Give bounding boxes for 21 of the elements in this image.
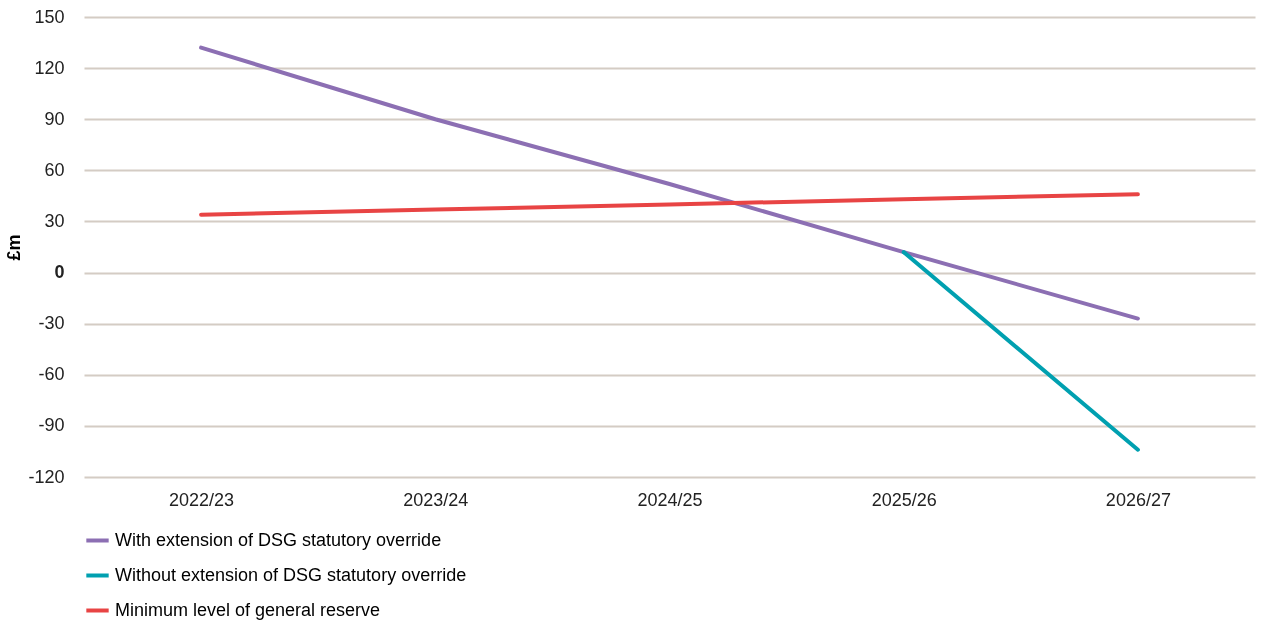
y-tick-label: 150: [34, 6, 65, 27]
y-tick-label: 120: [34, 57, 65, 78]
x-tick-label: 2023/24: [403, 489, 469, 510]
y-tick-label: -30: [38, 313, 65, 334]
y-tick-label: -90: [38, 415, 65, 436]
legend-label: Without extension of DSG statutory override: [115, 564, 467, 585]
y-tick-label: 90: [44, 108, 65, 129]
y-tick-label: 0: [54, 262, 65, 283]
x-tick-label: 2022/23: [169, 489, 235, 510]
x-tick-label: 2025/26: [871, 489, 937, 510]
y-axis-title: £m: [4, 234, 25, 261]
x-tick-label: 2024/25: [637, 489, 703, 510]
y-tick-label: -120: [28, 466, 65, 487]
legend-label: Minimum level of general reserve: [115, 599, 381, 620]
y-tick-label: 30: [44, 210, 65, 231]
y-tick-label: -60: [38, 364, 65, 385]
legend-label: With extension of DSG statutory override: [115, 529, 442, 550]
y-tick-label: 60: [44, 159, 65, 180]
line-series: [199, 192, 1140, 217]
line-series: [199, 45, 1140, 321]
x-tick-label: 2026/27: [1105, 489, 1171, 510]
